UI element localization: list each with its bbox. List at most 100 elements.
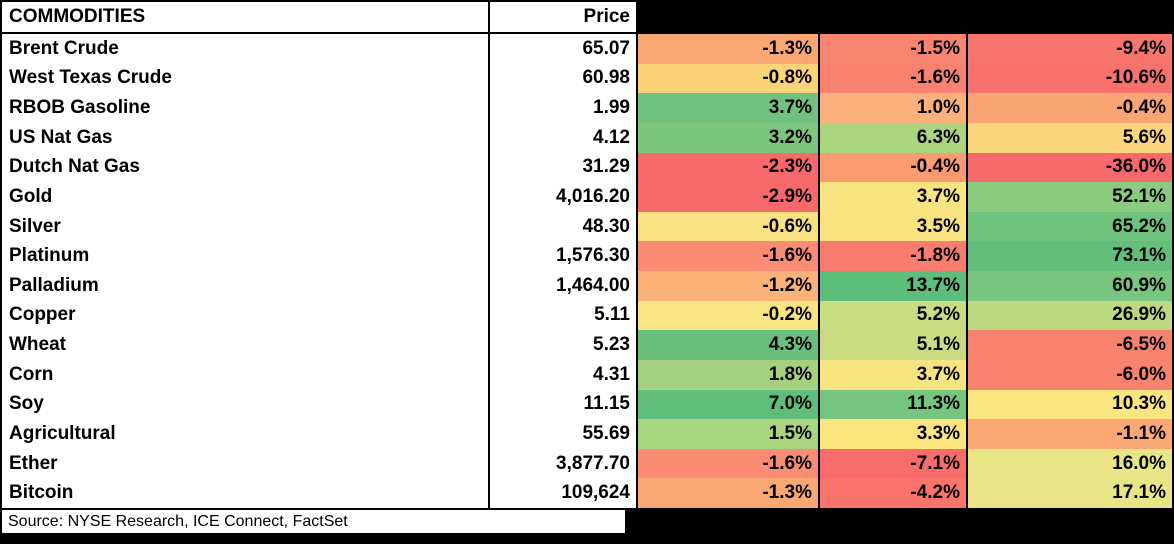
table-row: Palladium 1,464.00 -1.2% 13.7% 60.9% — [2, 271, 1172, 301]
price-value: 3,877.70 — [490, 448, 636, 479]
table-row: Corn 4.31 1.8% 3.7% -6.0% — [2, 359, 1172, 390]
table-row: Ether 3,877.70 -1.6% -7.1% 16.0% — [2, 448, 1172, 479]
change-value: 5.6% — [968, 122, 1172, 153]
table-footer-row: Source: NYSE Research, ICE Connect, Fact… — [2, 510, 1172, 533]
price-column-header: Price — [490, 2, 636, 32]
price-value: 1,576.30 — [490, 241, 636, 271]
change-value: 1.0% — [820, 93, 966, 123]
change-value: -6.0% — [968, 359, 1172, 390]
commodities-column-header: COMMODITIES — [2, 2, 488, 32]
price-value: 31.29 — [490, 152, 636, 183]
change-value: 65.2% — [968, 211, 1172, 242]
commodity-name: Soy — [2, 389, 488, 420]
table-row: Agricultural 55.69 1.5% 3.3% -1.1% — [2, 419, 1172, 449]
table-row: RBOB Gasoline 1.99 3.7% 1.0% -0.4% — [2, 93, 1172, 123]
change-value: -6.5% — [968, 330, 1172, 360]
table-row: Soy 11.15 7.0% 11.3% 10.3% — [2, 389, 1172, 420]
commodity-name: Brent Crude — [2, 34, 488, 64]
price-value: 4.31 — [490, 359, 636, 390]
change-value: 3.7% — [820, 182, 966, 212]
commodity-name: Dutch Nat Gas — [2, 152, 488, 183]
table-row: Brent Crude 65.07 -1.3% -1.5% -9.4% — [2, 34, 1172, 64]
change-value: -1.1% — [968, 419, 1172, 449]
price-value: 5.23 — [490, 330, 636, 360]
change-value: -1.3% — [638, 34, 818, 64]
change-value: -4.2% — [820, 478, 966, 508]
price-value: 4.12 — [490, 122, 636, 153]
change-value: 6.3% — [820, 122, 966, 153]
price-value: 109,624 — [490, 478, 636, 508]
change-value: -1.8% — [820, 241, 966, 271]
price-value: 55.69 — [490, 419, 636, 449]
change-value: -10.6% — [968, 63, 1172, 94]
price-value: 1.99 — [490, 93, 636, 123]
change-value: -0.6% — [638, 211, 818, 242]
footer-black-filler — [625, 510, 1172, 533]
change-value: -1.6% — [638, 241, 818, 271]
price-value: 65.07 — [490, 34, 636, 64]
change-value: -1.3% — [638, 478, 818, 508]
change-value: -0.8% — [638, 63, 818, 94]
commodity-name: RBOB Gasoline — [2, 93, 488, 123]
change-value: -9.4% — [968, 34, 1172, 64]
change-value: 73.1% — [968, 241, 1172, 271]
change-value: 11.3% — [820, 389, 966, 420]
change-value: 4.3% — [638, 330, 818, 360]
price-value: 11.15 — [490, 389, 636, 420]
commodity-name: Bitcoin — [2, 478, 488, 508]
commodity-name: Corn — [2, 359, 488, 390]
change-value: -0.2% — [638, 300, 818, 331]
table-row: Gold 4,016.20 -2.9% 3.7% 52.1% — [2, 182, 1172, 212]
table-row: Dutch Nat Gas 31.29 -2.3% -0.4% -36.0% — [2, 152, 1172, 183]
change-value: 3.7% — [820, 359, 966, 390]
change-value: -1.6% — [638, 448, 818, 479]
change-value: -7.1% — [820, 448, 966, 479]
commodity-name: Palladium — [2, 271, 488, 301]
change-value: -2.3% — [638, 152, 818, 183]
change-value: 26.9% — [968, 300, 1172, 331]
change-column-header-redacted-1 — [638, 2, 818, 32]
change-column-header-redacted-3 — [968, 2, 1172, 32]
change-value: 1.5% — [638, 419, 818, 449]
change-value: 3.2% — [638, 122, 818, 153]
commodity-name: Gold — [2, 182, 488, 212]
commodity-name: Wheat — [2, 330, 488, 360]
change-column-header-redacted-2 — [820, 2, 966, 32]
change-value: 10.3% — [968, 389, 1172, 420]
source-note: Source: NYSE Research, ICE Connect, Fact… — [2, 510, 625, 533]
commodity-name: Copper — [2, 300, 488, 331]
price-value: 1,464.00 — [490, 271, 636, 301]
price-value: 60.98 — [490, 63, 636, 94]
commodity-name: West Texas Crude — [2, 63, 488, 94]
change-value: -1.6% — [820, 63, 966, 94]
change-value: -36.0% — [968, 152, 1172, 183]
change-value: -1.2% — [638, 271, 818, 301]
table-row: Silver 48.30 -0.6% 3.5% 65.2% — [2, 211, 1172, 242]
change-value: 1.8% — [638, 359, 818, 390]
table-row: US Nat Gas 4.12 3.2% 6.3% 5.6% — [2, 122, 1172, 153]
change-value: -0.4% — [820, 152, 966, 183]
change-value: -0.4% — [968, 93, 1172, 123]
commodity-name: Agricultural — [2, 419, 488, 449]
change-value: 7.0% — [638, 389, 818, 420]
change-value: 5.1% — [820, 330, 966, 360]
table-row: Wheat 5.23 4.3% 5.1% -6.5% — [2, 330, 1172, 360]
price-value: 48.30 — [490, 211, 636, 242]
change-value: 5.2% — [820, 300, 966, 331]
change-value: 52.1% — [968, 182, 1172, 212]
change-value: -1.5% — [820, 34, 966, 64]
commodity-name: Silver — [2, 211, 488, 242]
change-value: 60.9% — [968, 271, 1172, 301]
price-value: 5.11 — [490, 300, 636, 331]
table-row: Bitcoin 109,624 -1.3% -4.2% 17.1% — [2, 478, 1172, 508]
table-header-row: COMMODITIES Price — [2, 2, 1172, 32]
table-body: Brent Crude 65.07 -1.3% -1.5% -9.4% West Texa… — [2, 34, 1172, 508]
change-value: 3.7% — [638, 93, 818, 123]
change-value: 3.3% — [820, 419, 966, 449]
table-row: Platinum 1,576.30 -1.6% -1.8% 73.1% — [2, 241, 1172, 271]
change-value: 17.1% — [968, 478, 1172, 508]
change-value: 3.5% — [820, 211, 966, 242]
price-value: 4,016.20 — [490, 182, 636, 212]
table-row: Copper 5.11 -0.2% 5.2% 26.9% — [2, 300, 1172, 331]
